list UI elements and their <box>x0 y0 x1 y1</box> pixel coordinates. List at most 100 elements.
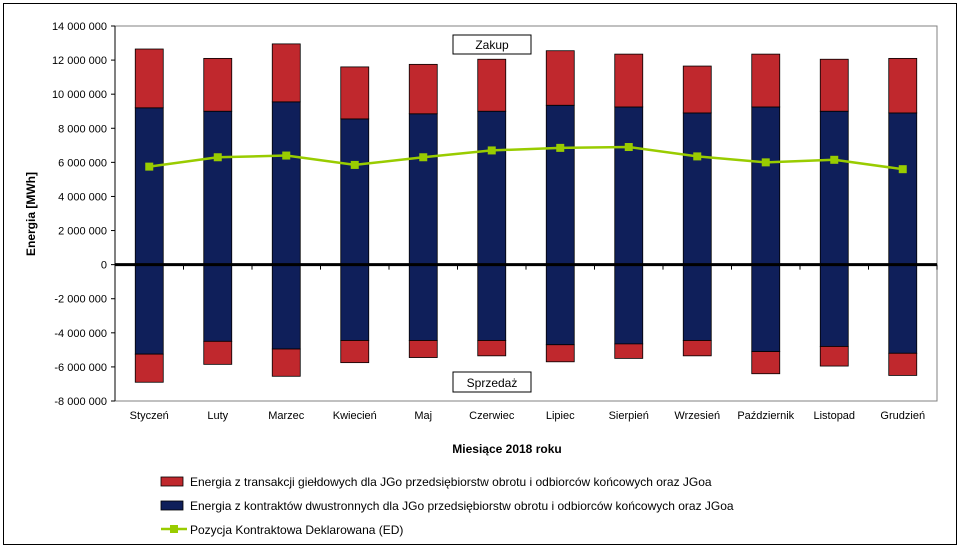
legend-marker-ed <box>170 525 178 533</box>
x-tick-label: Grudzień <box>880 410 925 422</box>
bar-exchange-purchase <box>682 65 712 114</box>
ed-point <box>213 153 222 162</box>
bar-bilateral-purchase <box>888 112 918 266</box>
y-tick-label: -8 000 000 <box>54 396 107 408</box>
ed-point <box>624 143 633 152</box>
bar-bilateral-purchase <box>340 118 370 266</box>
legend: Energia z transakcji giełdowych dla JGo … <box>160 475 734 537</box>
annotation-sprzedaz: Sprzedaż <box>452 371 532 393</box>
bar-bilateral-purchase <box>819 110 849 266</box>
bar-exchange-purchase <box>545 50 575 106</box>
x-axis-title: Miesiące 2018 roku <box>452 442 561 456</box>
bar-bilateral-sale <box>271 264 301 350</box>
legend-swatch-gieldowe <box>160 476 184 487</box>
y-tick-label: -2 000 000 <box>54 294 107 306</box>
ed-point <box>693 152 702 161</box>
bar-exchange-purchase <box>888 57 918 114</box>
bar-bilateral-sale <box>682 264 712 341</box>
legend-item-gieldowe: Energia z transakcji giełdowych dla JGo … <box>160 475 712 489</box>
y-tick-label: 8 000 000 <box>58 123 107 135</box>
bar-exchange-purchase <box>819 58 849 112</box>
bar-exchange-purchase <box>340 66 370 120</box>
legend-item-dwustronne: Energia z kontraktów dwustronnych dla JG… <box>160 499 734 513</box>
x-tick-label: Luty <box>207 410 228 422</box>
bar-exchange-sale <box>134 353 164 383</box>
bar-bilateral-sale <box>819 264 849 347</box>
bar-exchange-sale <box>545 344 575 363</box>
y-tick-label: -6 000 000 <box>54 362 107 374</box>
bar-bilateral-sale <box>340 264 370 341</box>
bar-exchange-sale <box>477 340 507 357</box>
bar-exchange-sale <box>682 340 712 357</box>
bar-exchange-sale <box>408 340 438 358</box>
y-tick-label: 6 000 000 <box>58 157 107 169</box>
x-tick-label: Lipiec <box>546 410 575 422</box>
bar-exchange-purchase <box>477 58 507 112</box>
bar-exchange-sale <box>203 340 233 365</box>
bar-bilateral-purchase <box>134 107 164 266</box>
legend-swatch-dwustronne <box>160 500 184 511</box>
bar-exchange-purchase <box>751 53 781 108</box>
y-tick-label: 14 000 000 <box>52 21 107 33</box>
legend-item-ed: Pozycja Kontraktowa Deklarowana (ED) <box>161 523 403 537</box>
y-tick-label: 0 <box>101 260 107 272</box>
bar-bilateral-purchase <box>682 112 712 266</box>
x-tick-label: Czerwiec <box>469 410 515 422</box>
bar-exchange-sale <box>888 352 918 376</box>
bar-exchange-sale <box>271 348 301 377</box>
y-tick-label: 4 000 000 <box>58 191 107 203</box>
bar-bilateral-purchase <box>614 106 644 266</box>
x-tick-label: Listopad <box>813 410 855 422</box>
legend-label-gieldowe: Energia z transakcji giełdowych dla JGo … <box>190 475 712 489</box>
bar-bilateral-purchase <box>271 101 301 266</box>
ed-point <box>761 158 770 167</box>
ed-point <box>898 165 907 174</box>
legend-label-ed: Pozycja Kontraktowa Deklarowana (ED) <box>190 523 403 537</box>
bar-exchange-purchase <box>408 63 438 115</box>
bar-bilateral-purchase <box>477 110 507 266</box>
ed-point <box>350 160 359 169</box>
bar-bilateral-sale <box>203 264 233 342</box>
y-tick-label: -4 000 000 <box>54 328 107 340</box>
bar-exchange-purchase <box>134 48 164 109</box>
x-tick-label: Maj <box>414 410 432 422</box>
legend-label-dwustronne: Energia z kontraktów dwustronnych dla JG… <box>190 499 734 513</box>
ed-point <box>419 153 428 162</box>
y-axis-title: Energia [MWh] <box>24 172 38 256</box>
bar-bilateral-purchase <box>751 106 781 266</box>
x-tick-label: Sierpień <box>609 410 649 422</box>
y-tick-label: 2 000 000 <box>58 226 107 238</box>
annotation-zakup-label: Zakup <box>475 38 509 52</box>
bar-exchange-sale <box>614 343 644 359</box>
annotation-sprzedaz-label: Sprzedaż <box>467 376 518 390</box>
bar-bilateral-sale <box>751 264 781 352</box>
x-tick-label: Styczeń <box>130 410 169 422</box>
annotation-zakup: Zakup <box>452 34 532 55</box>
y-tick-label: 10 000 000 <box>52 89 107 101</box>
x-tick-label: Wrzesień <box>674 410 720 422</box>
ed-point <box>145 162 154 171</box>
bar-bilateral-purchase <box>408 113 438 266</box>
bar-bilateral-sale <box>408 264 438 341</box>
bar-exchange-purchase <box>271 43 301 103</box>
bar-exchange-purchase <box>203 57 233 112</box>
bar-bilateral-sale <box>888 264 918 354</box>
bar-bilateral-purchase <box>545 104 575 266</box>
ed-point <box>487 146 496 155</box>
bar-bilateral-sale <box>614 264 644 345</box>
ed-point <box>556 143 565 152</box>
bar-bilateral-purchase <box>203 110 233 266</box>
ed-point <box>830 155 839 164</box>
bar-exchange-sale <box>819 346 849 367</box>
ed-point <box>282 151 291 160</box>
bar-exchange-sale <box>340 340 370 364</box>
bar-bilateral-sale <box>134 264 164 355</box>
ed-line <box>149 145 903 171</box>
x-tick-label: Marzec <box>268 410 305 422</box>
bar-bilateral-sale <box>477 264 507 341</box>
bar-bilateral-sale <box>545 264 575 346</box>
bar-exchange-sale <box>751 351 781 375</box>
y-tick-label: 12 000 000 <box>52 55 107 67</box>
bar-exchange-purchase <box>614 53 644 108</box>
